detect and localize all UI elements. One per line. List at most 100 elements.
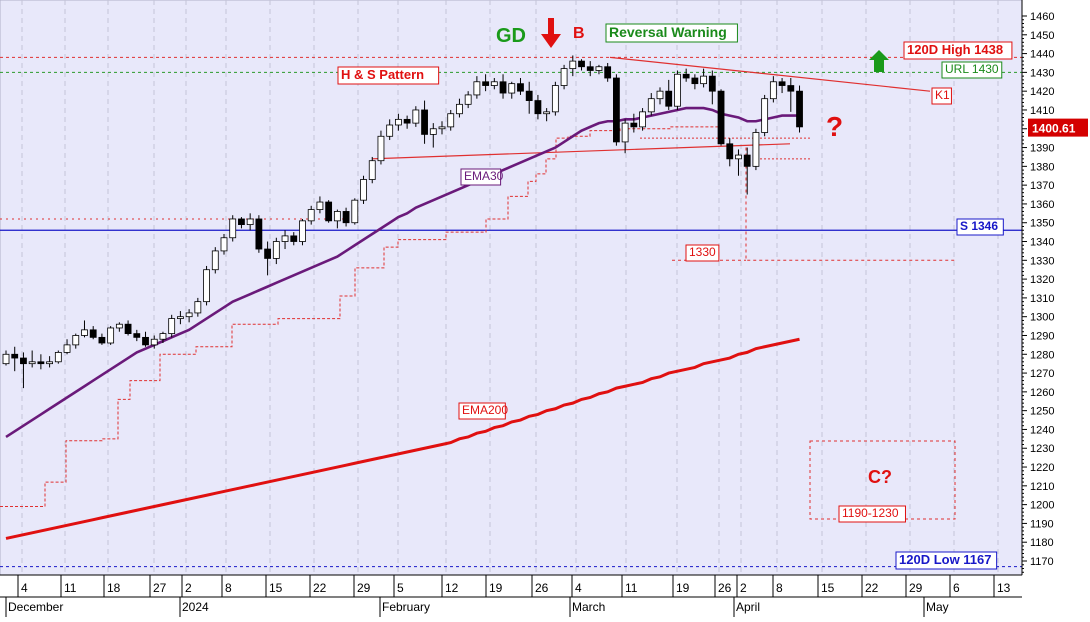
month-label-3: March	[572, 600, 605, 614]
x-tick-label-17: 2	[740, 581, 747, 595]
x-tick-label-23: 13	[997, 581, 1011, 595]
y-tick-label-1210: 1210	[1030, 481, 1054, 493]
candle-body	[674, 73, 681, 107]
candle-body	[464, 94, 472, 105]
candle-body	[11, 353, 19, 359]
ema30-line	[5, 106, 800, 439]
candle-body	[456, 103, 463, 115]
candle-9	[81, 320, 88, 338]
candle-body	[63, 344, 71, 353]
candle-body	[351, 199, 359, 224]
ema200-label-text: EMA200	[462, 403, 508, 417]
candle-body	[316, 201, 324, 210]
gd-label: GD	[496, 25, 526, 47]
y-tick-label-1380: 1380	[1030, 161, 1054, 173]
low-120d-label-box	[895, 551, 998, 570]
candle-35	[307, 205, 315, 225]
x-tick-label-20: 22	[865, 581, 879, 595]
candle-body	[98, 336, 106, 344]
x-tick-label-10: 12	[445, 581, 459, 595]
candle-58	[508, 81, 516, 99]
x-tick-label-11: 19	[489, 581, 503, 595]
candle-10	[89, 326, 97, 340]
candle-body	[81, 329, 88, 336]
x-tick-label-9: 5	[397, 581, 404, 595]
candle-body	[421, 109, 428, 135]
candle-body	[168, 318, 176, 335]
last-price-tag	[1028, 118, 1088, 137]
candle-body	[246, 218, 254, 226]
candle-64	[560, 64, 568, 90]
candle-30	[264, 241, 272, 276]
candle-11	[98, 333, 106, 345]
candle-80	[700, 68, 707, 88]
y-tick-label-1330: 1330	[1030, 255, 1054, 267]
hs-pattern-label-text: H & S Pattern	[341, 67, 424, 82]
candle-33	[290, 232, 298, 246]
candle-62	[543, 108, 551, 122]
candle-52	[456, 98, 463, 118]
plot-area	[0, 0, 1023, 576]
candle-22	[194, 297, 202, 317]
k1-label-text: K1	[935, 88, 950, 102]
x-tick-label-22: 6	[953, 581, 960, 595]
candle-84	[735, 149, 742, 176]
candle-27	[238, 217, 245, 229]
candle-body	[647, 98, 655, 113]
candle-body	[717, 90, 725, 145]
candle-24	[211, 247, 219, 274]
url-label-text: URL 1430	[945, 62, 999, 76]
question-mark: ?	[826, 111, 843, 142]
month-label-0: December	[8, 600, 63, 614]
projection-1330-line	[745, 147, 955, 261]
candle-body	[142, 336, 149, 346]
candle-38	[333, 209, 341, 229]
y-tick-label-1230: 1230	[1030, 443, 1054, 455]
low-120d-label-text: 120D Low 1167	[899, 552, 992, 567]
candle-body	[691, 77, 699, 85]
ema30-label-text: EMA30	[464, 169, 504, 183]
ema200-line	[5, 337, 800, 540]
candle-body	[394, 118, 402, 126]
reversal-warning-label-text: Reversal Warning	[609, 24, 727, 40]
candle-15	[133, 329, 141, 342]
candle-74	[647, 93, 655, 116]
candle-41	[360, 175, 367, 204]
x-tick-label-15: 19	[676, 581, 690, 595]
candle-body	[639, 111, 646, 128]
y-tick-label-1320: 1320	[1030, 274, 1054, 286]
candle-87	[761, 94, 769, 137]
candle-13	[115, 322, 123, 332]
candle-body	[735, 154, 742, 160]
candle-31	[272, 237, 280, 265]
candle-71	[621, 119, 629, 154]
candle-body	[508, 83, 516, 94]
candle-73	[639, 108, 646, 131]
y-tick-label-1360: 1360	[1030, 199, 1054, 211]
candle-body	[700, 75, 707, 85]
candle-body	[551, 85, 559, 113]
candle-34	[299, 218, 306, 246]
candle-67	[586, 61, 594, 77]
candle-body	[630, 122, 638, 128]
candle-body	[194, 301, 202, 314]
high-120d-label-box	[903, 41, 1013, 60]
candle-20	[176, 311, 184, 325]
candle-86	[752, 128, 760, 171]
candle-body	[229, 218, 237, 239]
candle-body	[20, 357, 27, 365]
candle-body	[299, 220, 306, 242]
y-tick-label-1270: 1270	[1030, 368, 1054, 380]
candle-body	[124, 323, 132, 335]
level-1330-label-box	[685, 244, 720, 262]
y-tick-label-1220: 1220	[1030, 462, 1054, 474]
candle-body	[787, 85, 795, 92]
candle-46	[403, 115, 411, 129]
candle-83	[726, 138, 734, 167]
month-label-1: 2024	[182, 600, 209, 614]
candle-body	[37, 361, 45, 365]
candle-body	[604, 66, 612, 79]
candle-85	[743, 147, 751, 195]
candle-body	[429, 128, 437, 135]
